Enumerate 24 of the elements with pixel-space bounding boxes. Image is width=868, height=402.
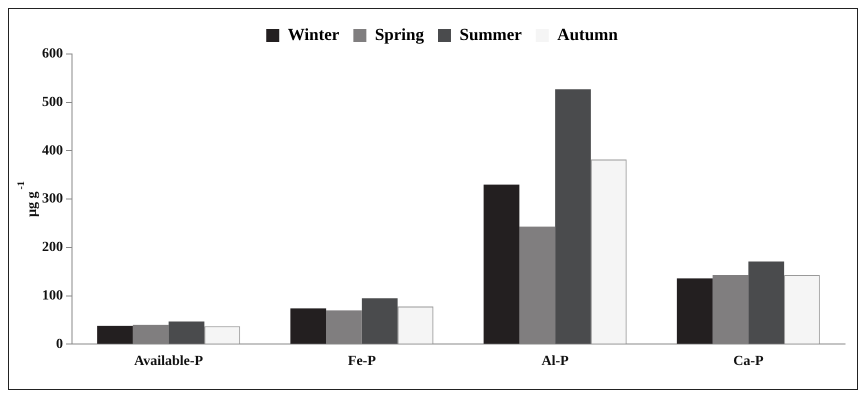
y-tick-label: 100 xyxy=(42,288,63,304)
bar xyxy=(484,184,520,344)
y-tick-label: 300 xyxy=(42,192,63,207)
legend-label: Winter xyxy=(288,24,340,44)
legend-label: Autumn xyxy=(557,24,618,44)
x-tick-label: Ca-P xyxy=(733,354,764,370)
bar xyxy=(748,261,784,344)
y-tick-label: 600 xyxy=(42,46,63,62)
x-tick-label: Al-P xyxy=(542,354,570,370)
legend-label: Spring xyxy=(374,24,424,44)
legend-label: Summer xyxy=(459,24,522,44)
y-tick-label: 500 xyxy=(42,94,63,110)
x-tick-label: Fe-P xyxy=(348,354,376,370)
x-tick-label: Available-P xyxy=(134,354,204,370)
y-axis-title: µg g-1 xyxy=(16,181,40,218)
bar xyxy=(555,89,591,344)
y-tick-label: 200 xyxy=(42,240,63,256)
bar xyxy=(97,326,133,344)
y-tick-label: 400 xyxy=(42,143,63,158)
bar xyxy=(168,321,204,344)
bar xyxy=(676,278,713,344)
bar xyxy=(362,298,398,344)
bar xyxy=(290,308,326,344)
y-tick-label: 0 xyxy=(56,336,63,352)
